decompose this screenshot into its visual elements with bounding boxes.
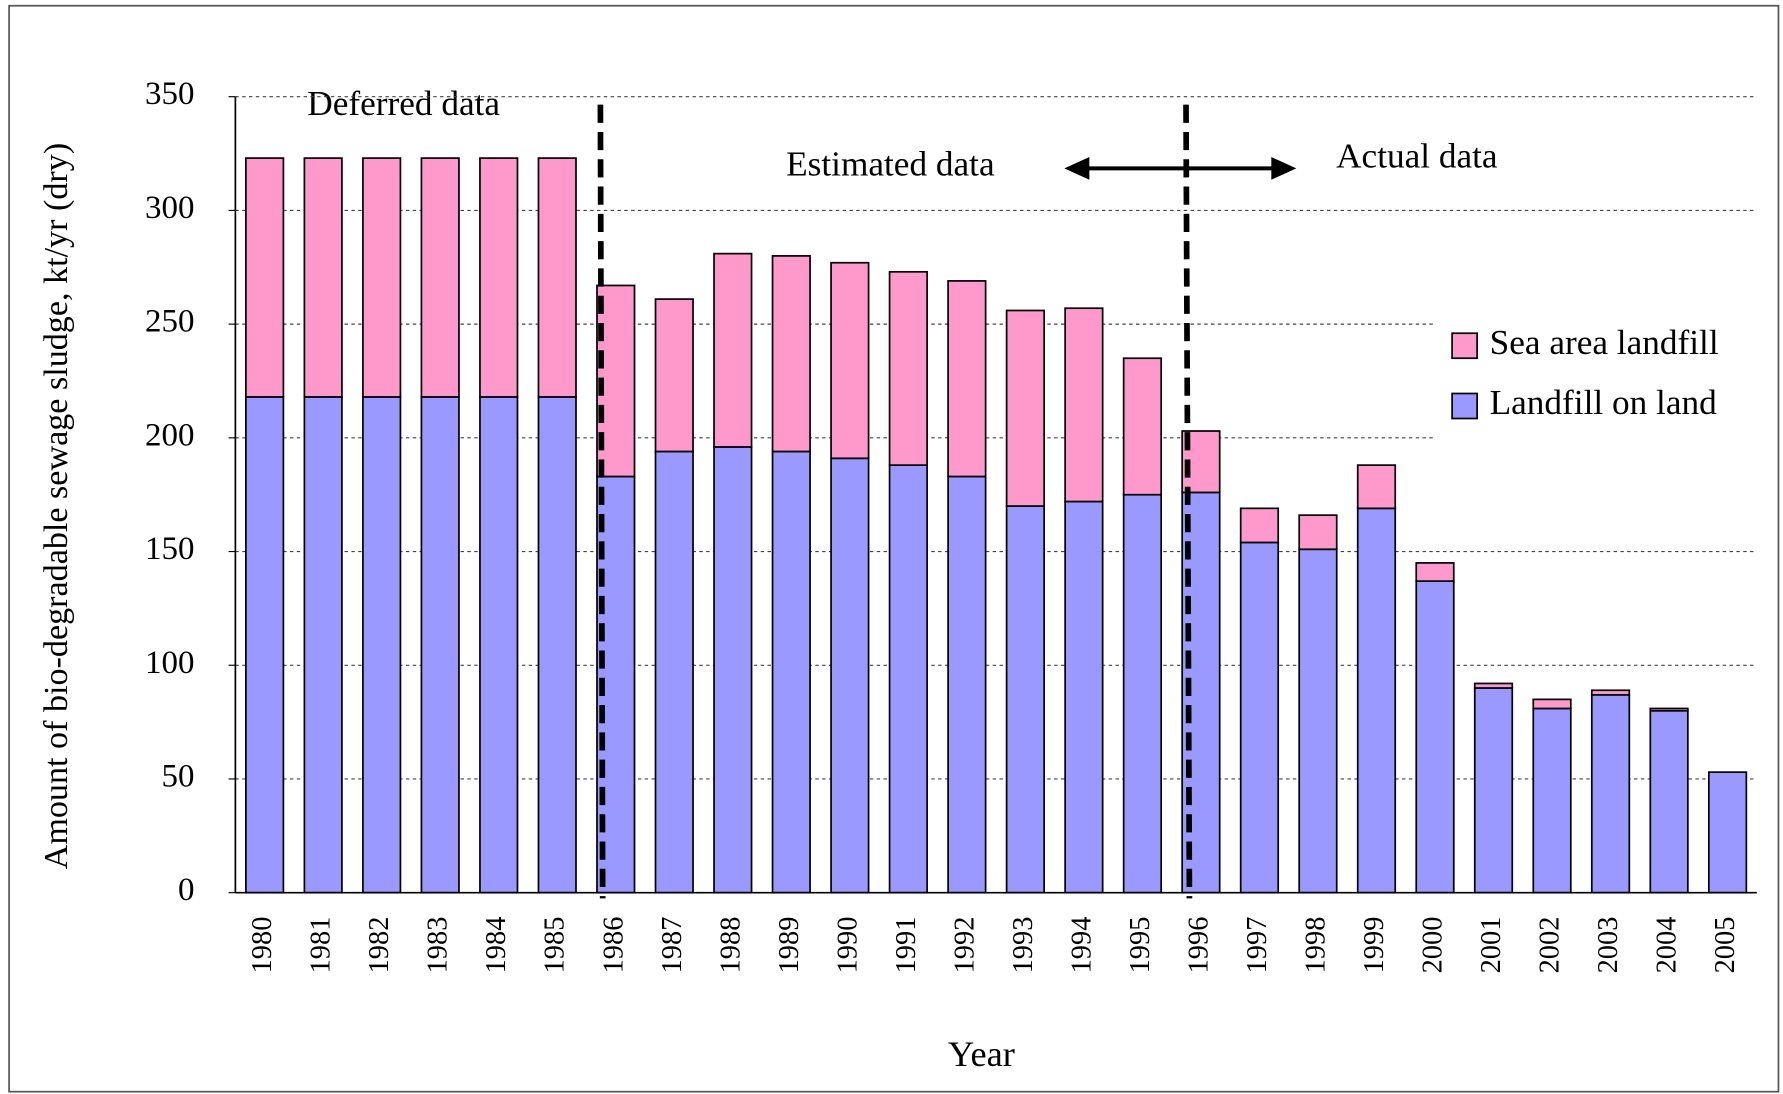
- annotation: Actual data: [1336, 136, 1498, 175]
- bar-segment: [713, 446, 753, 894]
- bar-segment: [1298, 548, 1338, 894]
- divider: [1183, 104, 1193, 899]
- arrow-head: [1271, 156, 1297, 180]
- bar-segment: [420, 157, 460, 398]
- x-tick-label: 1993: [1008, 917, 1039, 974]
- bar-segment: [1415, 562, 1455, 582]
- bar-segment: [1473, 687, 1514, 894]
- x-tick-label: 1982: [364, 917, 395, 974]
- x-tick-label: 2003: [1593, 917, 1624, 974]
- legend-label: Sea area landfill: [1490, 323, 1719, 362]
- y-tick-label: 200: [145, 417, 194, 453]
- x-tick-label: 1988: [715, 917, 746, 974]
- legend-label: Landfill on land: [1490, 383, 1717, 422]
- bar-segment: [245, 157, 285, 398]
- bar-segment: [1707, 771, 1748, 894]
- annotation: Deferred data: [307, 84, 500, 123]
- bar-segment: [537, 396, 577, 894]
- bar-segment: [654, 298, 694, 453]
- arrow-head: [1064, 156, 1090, 180]
- bar-segment: [1473, 682, 1514, 689]
- y-tick-label: 300: [145, 190, 194, 226]
- x-tick-label: 1985: [540, 917, 571, 974]
- x-tick-label: 1991: [891, 917, 922, 974]
- x-tick-label: 1984: [481, 917, 512, 974]
- bar-segment: [1122, 493, 1163, 894]
- bar-segment: [830, 457, 870, 894]
- bar-segment: [303, 157, 343, 398]
- bar-segment: [1356, 507, 1397, 894]
- bar-segment: [947, 475, 987, 894]
- bar-segment: [1356, 464, 1397, 510]
- x-tick-label: 1996: [1183, 917, 1214, 974]
- x-tick-label: 1986: [598, 917, 629, 974]
- bar-segment: [1590, 693, 1631, 894]
- x-tick-label: 1999: [1359, 917, 1390, 974]
- y-tick-label: 150: [145, 531, 194, 567]
- x-tick-label: 2002: [1535, 917, 1566, 974]
- bar-segment: [479, 157, 519, 398]
- divider: [597, 104, 606, 899]
- bar-segment: [1239, 507, 1280, 544]
- bar-segment: [1239, 541, 1280, 894]
- bar-segment: [654, 450, 694, 894]
- y-tick-label: 50: [161, 759, 194, 795]
- x-tick-label: 1983: [423, 917, 454, 974]
- x-tick-label: 2001: [1476, 917, 1507, 974]
- y-tick-label: 350: [145, 76, 194, 112]
- bar-segment: [1122, 357, 1163, 496]
- y-tick-label: 0: [178, 872, 194, 908]
- bar-segment: [1532, 698, 1572, 710]
- bar-segment: [1064, 500, 1104, 894]
- bar-segment: [537, 157, 577, 398]
- x-tick-label: 1998: [1300, 917, 1331, 974]
- annotation: Estimated data: [786, 144, 995, 183]
- bar-segment: [479, 396, 519, 894]
- bar-segment: [1005, 309, 1045, 507]
- bar-segment: [771, 255, 811, 453]
- bar-segment: [1649, 707, 1689, 712]
- x-tick-label: 1989: [774, 917, 805, 974]
- bar-segment: [947, 280, 987, 478]
- bar-segment: [713, 252, 753, 448]
- bar-segment: [362, 157, 402, 398]
- bar-segment: [303, 396, 343, 894]
- y-tick-label: 250: [145, 304, 194, 340]
- bar-segment: [888, 464, 928, 894]
- legend-swatch: [1451, 392, 1478, 420]
- bar-segment: [1064, 307, 1104, 503]
- bar-segment: [771, 450, 811, 894]
- bar-segment: [1298, 514, 1338, 551]
- bar-segment: [1005, 505, 1045, 894]
- bar-segment: [420, 396, 460, 894]
- legend-swatch: [1451, 332, 1478, 360]
- x-tick-label: 1990: [832, 917, 863, 974]
- bar-segment: [1590, 689, 1631, 696]
- x-axis-label: Year: [948, 1034, 1015, 1074]
- y-axis-label: Amount of bio-degradable sewage sludge, …: [38, 143, 75, 870]
- y-tick-label: 100: [145, 645, 194, 681]
- bar-segment: [362, 396, 402, 894]
- bar-segment: [830, 261, 870, 460]
- x-tick-label: 1992: [949, 917, 980, 974]
- bar-segment: [1649, 709, 1689, 894]
- x-tick-label: 1994: [1066, 917, 1097, 974]
- bar-segment: [888, 270, 928, 466]
- x-tick-label: 2004: [1652, 917, 1683, 974]
- x-tick-label: 1981: [306, 917, 337, 974]
- x-tick-label: 1997: [1242, 917, 1273, 974]
- bar-segment: [245, 396, 285, 894]
- x-tick-label: 2000: [1418, 917, 1449, 974]
- x-tick-label: 2005: [1710, 917, 1741, 974]
- x-tick-label: 1980: [247, 917, 278, 974]
- legend-box: [1435, 316, 1756, 442]
- x-tick-label: 1987: [657, 917, 688, 974]
- x-tick-label: 1995: [1125, 917, 1156, 974]
- bar-segment: [1532, 707, 1572, 894]
- bar-segment: [1415, 580, 1455, 894]
